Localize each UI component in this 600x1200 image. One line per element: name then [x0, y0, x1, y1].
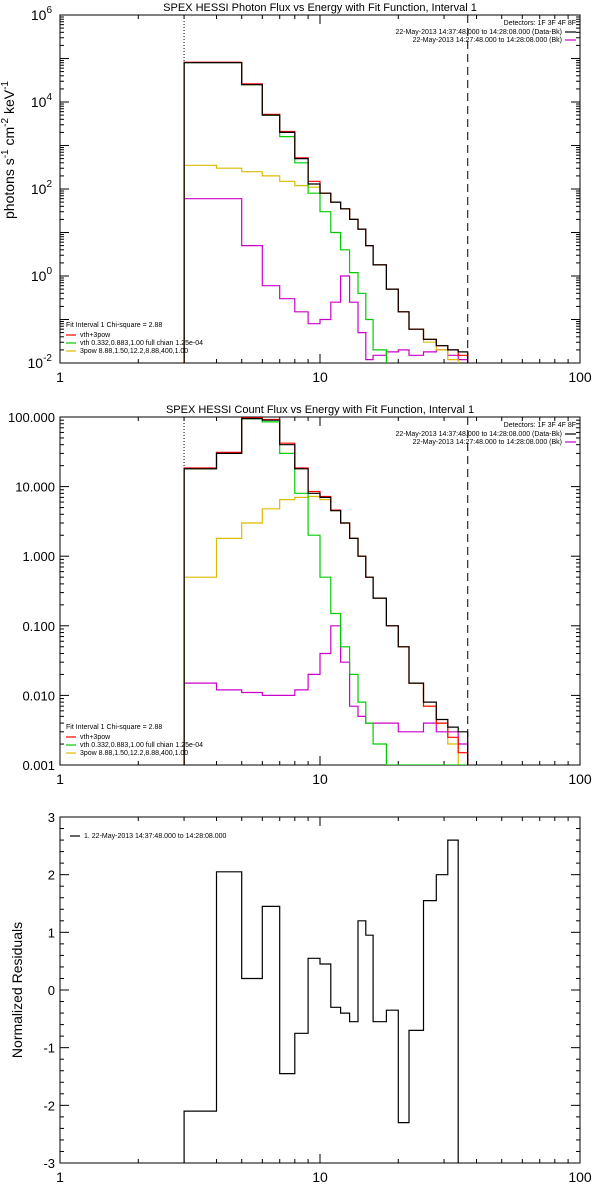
y-tick-label: 2 [48, 868, 55, 883]
x-tick-label: 10 [312, 771, 328, 787]
y-axis-label: Normalized Residuals [9, 922, 25, 1058]
legend-entry-label: 1. 22-May-2013 14:37:48.000 to 14:28:08.… [84, 833, 227, 840]
y-tick-label: 1 [48, 925, 55, 940]
y-tick-label: 100.000 [8, 410, 55, 425]
legend-entry-label: 22-May-2013 14:37:48.000 to 14:28:08.000… [395, 431, 562, 438]
legend-entry-label: vth 0.332,0.883,1.00 full chian 1.25e-04 [80, 742, 203, 749]
y-tick-label: 102 [31, 179, 53, 197]
y-tick-label: 0.100 [22, 619, 55, 634]
series-total-line [183, 417, 469, 765]
legend-entry-label: 22-May-2013 14:27:48.000 to 14:28:08.000… [413, 439, 562, 446]
y-tick-label: -2 [43, 1098, 55, 1113]
y-tick-label: 3 [48, 810, 55, 825]
y-tick-label: 0.001 [22, 758, 55, 773]
y-tick-label: 0 [48, 983, 55, 998]
series-data-line [183, 62, 469, 363]
x-tick-label: 1 [56, 1169, 64, 1185]
series-thermal-line [183, 62, 387, 363]
y-tick-label: 10.000 [15, 480, 55, 495]
y-axis-label: photons s-1 cm-2 keV-1 [0, 81, 17, 219]
series-powerlaw-line [183, 495, 459, 765]
plot-frame [59, 416, 581, 766]
photon-flux-panel: SPEX HESSI Photon Flux vs Energy with Fi… [0, 2, 592, 385]
y-tick-label: 10-2 [28, 353, 53, 371]
x-tick-label: 10 [312, 1169, 328, 1185]
plot-frame [59, 816, 581, 1164]
y-tick-label: 106 [31, 5, 53, 23]
legend-header: Detectors: 1F 3F 4F 8F [504, 422, 576, 429]
legend-header: Detectors: 1F 3F 4F 8F [504, 20, 576, 27]
x-tick-label: 100 [568, 369, 592, 385]
legend-entry-label: 22-May-2013 14:27:48.000 to 14:28:08.000… [413, 37, 562, 44]
series-total-line [183, 61, 469, 363]
legend-entry-label: vth+3pow [80, 734, 111, 741]
legend-entry-label: vth 0.332,0.883,1.00 full chian 1.25e-04 [80, 340, 203, 347]
y-tick-label: -1 [43, 1041, 55, 1056]
series-thermal-line [183, 418, 469, 765]
chart-title: SPEX HESSI Count Flux vs Energy with Fit… [166, 404, 474, 416]
x-tick-label: 100 [568, 1169, 592, 1185]
legend-header: Fit Interval 1 Chi-square = 2.88 [66, 724, 162, 731]
series-background-line [183, 625, 469, 765]
y-tick-label: 104 [31, 92, 53, 110]
series-residuals-line [183, 839, 459, 1163]
legend-entry-label: 3pow 8.88,1.50,12.2,8.88,400,1.00 [80, 348, 188, 355]
chart-title: SPEX HESSI Photon Flux vs Energy with Fi… [163, 2, 477, 14]
y-tick-label: 100 [31, 266, 53, 284]
series-powerlaw-line [183, 164, 459, 363]
series-data-line [183, 418, 469, 765]
residuals-panel: 1 10 100 -3 -2 -1 0 1 2 3 Normalized Residuals 1. 2… [9, 810, 592, 1185]
y-tick-label: 0.010 [22, 688, 55, 703]
x-tick-label: 100 [568, 771, 592, 787]
x-tick-label: 1 [56, 771, 64, 787]
legend-entry-label: 22-May-2013 14:37:48.000 to 14:28:08.000… [395, 29, 562, 36]
legend-header: Fit Interval 1 Chi-square = 2.88 [66, 322, 162, 329]
legend-entry-label: vth+3pow [80, 332, 111, 339]
y-tick-label: -3 [43, 1156, 55, 1171]
x-tick-label: 1 [56, 369, 64, 385]
x-tick-label: 10 [312, 369, 328, 385]
series-background-line [183, 198, 469, 363]
legend-entry-label: 3pow 8.88,1.50,12.2,8.88,400,1.00 [80, 750, 188, 757]
y-tick-label: 1.000 [22, 549, 55, 564]
count-flux-panel: SPEX HESSI Count Flux vs Energy with Fit… [8, 404, 592, 787]
